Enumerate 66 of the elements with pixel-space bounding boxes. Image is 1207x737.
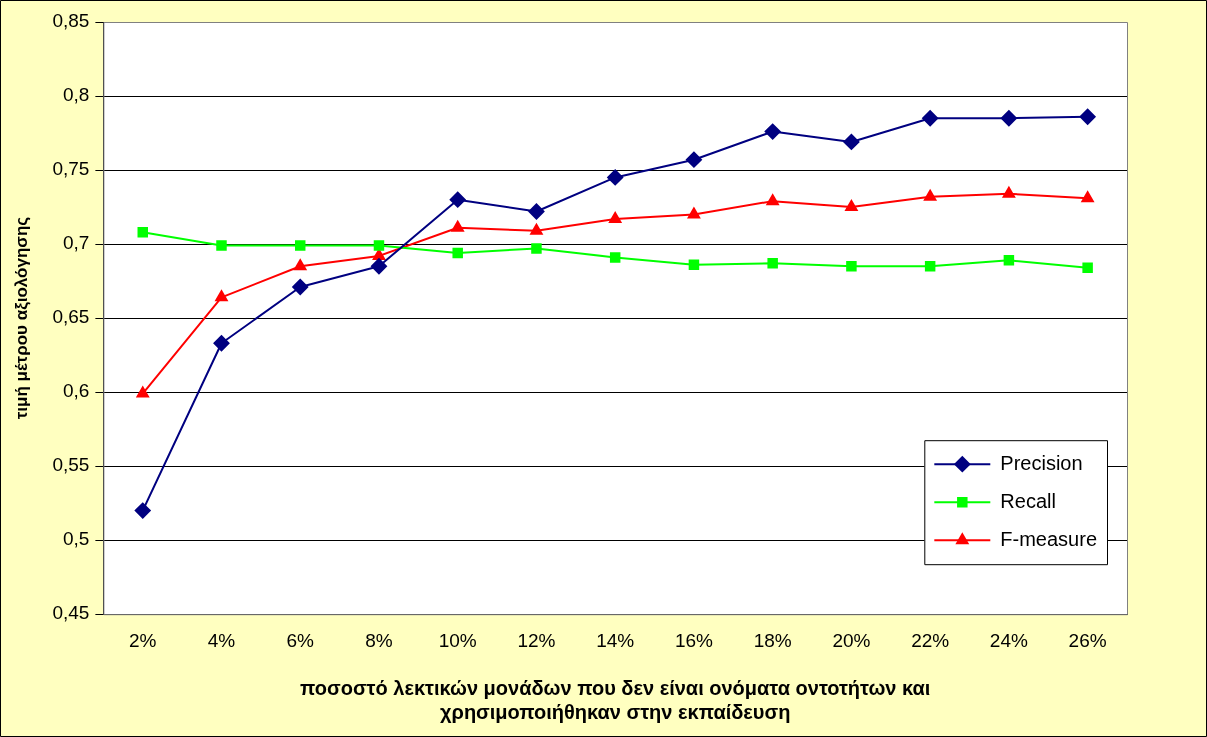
y-tick-label: 0,7 <box>62 232 90 254</box>
legend-label: Precision <box>1000 451 1083 474</box>
y-axis-title: τιμή μέτρου αξιολόγησης <box>11 216 31 420</box>
point <box>294 259 307 271</box>
point <box>137 226 148 238</box>
point <box>764 123 781 140</box>
point <box>294 240 306 251</box>
y-tick-label: 0,8 <box>62 84 90 106</box>
point <box>922 110 939 127</box>
point <box>1079 108 1096 125</box>
x-tick-label: 22% <box>911 629 950 651</box>
x-tick-label: 18% <box>753 629 792 651</box>
point <box>767 258 778 269</box>
y-tick-label: 0,5 <box>62 528 90 550</box>
point <box>372 248 386 260</box>
point <box>1002 186 1016 198</box>
point <box>608 211 622 223</box>
x-tick-label: 8% <box>365 629 393 651</box>
y-tick-label: 0,45 <box>52 602 90 624</box>
point <box>213 335 230 352</box>
point <box>370 258 387 275</box>
point <box>451 220 464 232</box>
point <box>923 189 937 201</box>
y-tick-label: 0,65 <box>52 306 90 328</box>
x-tick-label: 24% <box>989 629 1029 651</box>
point <box>216 240 227 251</box>
point <box>531 243 542 254</box>
y-tick-label: 0,55 <box>52 454 90 476</box>
point <box>609 252 621 263</box>
point <box>846 261 857 272</box>
legend-label: Recall <box>1000 489 1056 512</box>
x-tick-label: 2% <box>129 629 157 651</box>
point <box>373 240 385 251</box>
point <box>530 223 543 235</box>
point <box>134 502 151 519</box>
point <box>843 133 860 150</box>
point <box>685 151 702 168</box>
x-tick-label: 16% <box>674 629 714 651</box>
point <box>292 279 309 296</box>
y-tick-label: 0,85 <box>52 10 90 32</box>
point <box>924 261 936 272</box>
x-tick-label: 10% <box>438 629 477 651</box>
x-tick-label: 20% <box>832 629 871 651</box>
point <box>452 247 463 259</box>
x-axis-title: ποσοστό λεκτικών μονάδων που δεν είναι ονόματα οντοτήτων και χρησιμοποιήθηκαν στην εκπαίδευση <box>300 676 931 723</box>
x-tick-label: 6% <box>286 629 315 651</box>
point <box>766 194 779 206</box>
point <box>1003 255 1015 266</box>
legend-label: F-measure <box>1000 527 1098 550</box>
point <box>687 207 701 219</box>
point <box>845 200 858 212</box>
x-tick-label: 26% <box>1068 629 1107 651</box>
point <box>1082 262 1093 274</box>
x-tick-label: 12% <box>517 629 556 651</box>
point <box>607 169 624 186</box>
y-tick-label: 0,75 <box>52 158 90 180</box>
point <box>215 290 228 302</box>
point <box>688 259 700 271</box>
y-tick-label: 0,6 <box>62 380 90 402</box>
point <box>528 203 545 220</box>
point <box>136 386 149 398</box>
point <box>449 191 466 208</box>
point <box>1081 191 1094 203</box>
x-tick-label: 4% <box>207 629 236 651</box>
point <box>1000 110 1017 127</box>
x-tick-label: 14% <box>596 629 635 651</box>
